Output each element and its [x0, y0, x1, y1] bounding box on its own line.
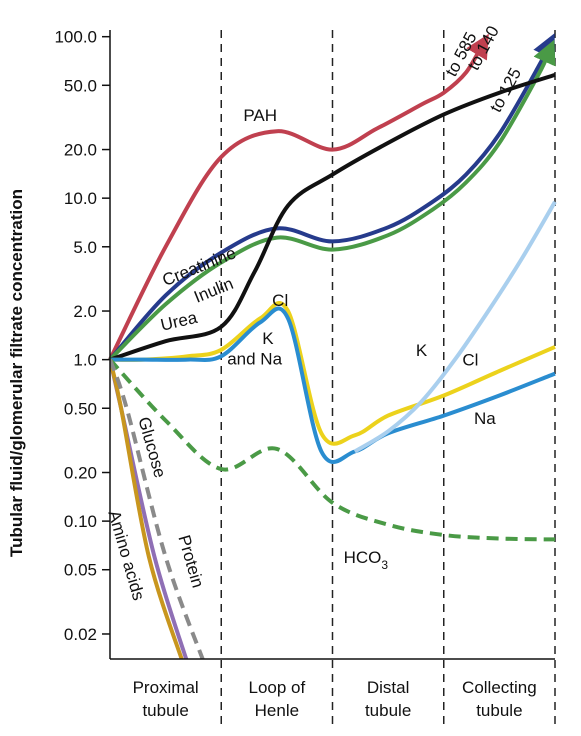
series-line-k: [353, 200, 557, 454]
y-tick-label: 0.10: [64, 512, 97, 531]
region-label-line1: Loop of: [249, 678, 306, 697]
y-tick-label: 0.05: [64, 561, 97, 580]
y-tick-label: 2.0: [73, 302, 97, 321]
annotation-label: Cl: [272, 291, 288, 310]
y-tick-label: 0.02: [64, 625, 97, 644]
region-label-line1: Collecting: [462, 678, 537, 697]
series-line-pah: [108, 33, 489, 361]
annotation-label: Na: [474, 409, 496, 428]
y-tick-label: 5.0: [73, 238, 97, 257]
region-label-line2: tubule: [365, 701, 411, 720]
region-label-line2: Henle: [255, 701, 299, 720]
y-tick-label: 0.50: [64, 399, 97, 418]
y-tick-label: 0.20: [64, 464, 97, 483]
annotation-label: Cl: [462, 350, 478, 369]
annotation-label: Protein: [174, 533, 207, 590]
series-line-hco3: [110, 358, 556, 542]
series-line-amino-acids: [110, 359, 184, 659]
y-tick-label: 100.0: [54, 28, 97, 47]
region-label-line1: Proximal: [133, 678, 199, 697]
annotation-label: K: [416, 341, 428, 360]
series-line-cl: [110, 301, 556, 446]
series-line-creatinine: [108, 33, 556, 361]
region-label-line2: tubule: [476, 701, 522, 720]
y-tick-label: 20.0: [64, 141, 97, 160]
series-line-na: [110, 306, 556, 464]
annotation-label: K: [262, 329, 274, 348]
region-label-line1: Distal: [367, 678, 410, 697]
y-tick-label: 50.0: [64, 76, 97, 95]
y-tick-label: 1.0: [73, 351, 97, 370]
y-tick-label: 10.0: [64, 189, 97, 208]
annotation-label: Glucose: [134, 415, 169, 480]
annotation-label: Urea: [159, 308, 200, 335]
series-line-urea: [110, 72, 556, 362]
region-label-line2: tubule: [142, 701, 188, 720]
annotation-label: PAH: [243, 106, 277, 125]
series-line-inulin: [108, 39, 556, 362]
y-axis-label: Tubular fluid/glomerular filtrate concen…: [7, 189, 26, 557]
hco3-label: HCO3: [344, 548, 389, 572]
series-line-protein: [110, 358, 205, 659]
annotation-label: and Na: [227, 350, 282, 369]
